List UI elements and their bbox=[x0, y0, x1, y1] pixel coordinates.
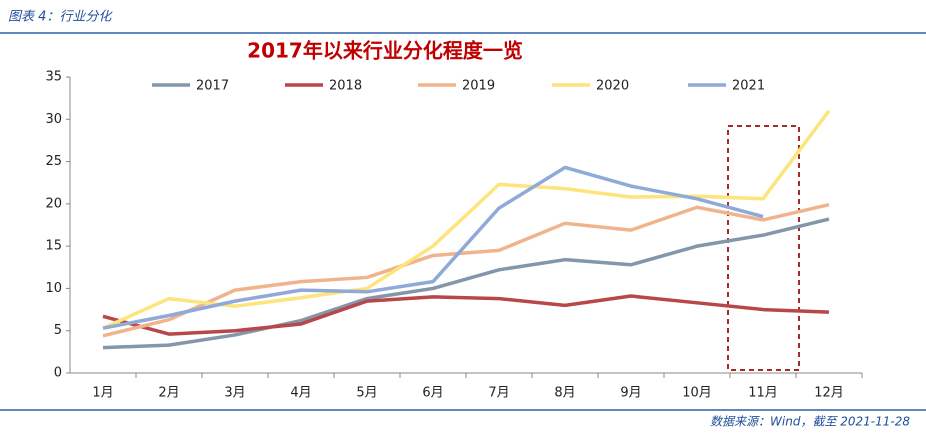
x-tick-label: 10月 bbox=[682, 386, 712, 401]
y-tick-label: 10 bbox=[45, 281, 62, 296]
legend-label: 2018 bbox=[329, 79, 362, 94]
y-tick-label: 35 bbox=[45, 70, 62, 85]
highlight-box bbox=[727, 125, 800, 371]
series-line bbox=[102, 202, 830, 338]
legend-label: 2021 bbox=[732, 79, 765, 94]
series-line bbox=[102, 294, 830, 336]
x-tick-label: 8月 bbox=[554, 386, 575, 401]
y-tick-label: 25 bbox=[45, 154, 62, 169]
series-line bbox=[102, 217, 830, 350]
x-tick-label: 3月 bbox=[224, 386, 245, 401]
series-line bbox=[102, 165, 764, 330]
x-tick-label: 2月 bbox=[158, 386, 179, 401]
legend-label: 2019 bbox=[462, 79, 495, 94]
x-tick-label: 1月 bbox=[92, 386, 113, 401]
x-tick-label: 4月 bbox=[290, 386, 311, 401]
caption: 图表 4：行业分化 bbox=[8, 10, 113, 25]
y-tick-label: 20 bbox=[45, 196, 62, 211]
source: 数据来源：Wind，截至 2021-11-28 bbox=[710, 415, 910, 429]
legend-label: 2017 bbox=[196, 79, 229, 94]
chart-title: 2017年以来行业分化程度一览 bbox=[247, 39, 523, 63]
x-tick-label: 7月 bbox=[488, 386, 509, 401]
series-line bbox=[102, 109, 831, 330]
x-tick-label: 6月 bbox=[422, 386, 443, 401]
y-tick-label: 0 bbox=[54, 366, 62, 381]
x-tick-label: 9月 bbox=[620, 386, 641, 401]
y-tick-label: 5 bbox=[54, 323, 62, 338]
x-tick-label: 5月 bbox=[356, 386, 377, 401]
x-tick-label: 12月 bbox=[814, 386, 844, 401]
y-tick-label: 30 bbox=[45, 112, 62, 127]
legend-label: 2020 bbox=[596, 79, 629, 94]
y-tick-label: 15 bbox=[45, 239, 62, 254]
x-tick-label: 11月 bbox=[748, 386, 778, 401]
